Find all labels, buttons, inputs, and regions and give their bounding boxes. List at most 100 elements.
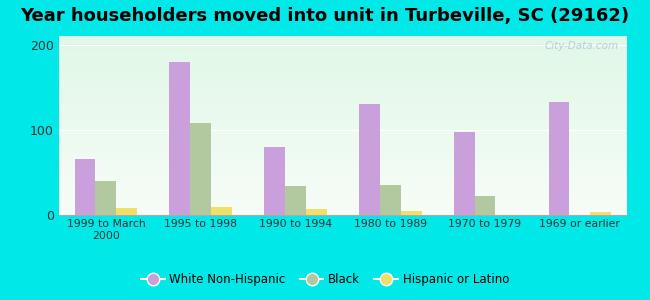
Bar [58,60,627,61]
Bar [58,160,627,161]
Bar [58,87,627,88]
Bar [58,171,627,172]
Bar [58,57,627,58]
Bar [58,121,627,122]
Bar [58,98,627,99]
Bar [58,106,627,107]
Bar [58,104,627,105]
Bar [58,206,627,207]
Bar [58,172,627,173]
Bar [58,52,627,53]
Bar [58,209,627,210]
Bar [58,122,627,123]
Bar [58,196,627,197]
Bar [58,65,627,66]
Bar [96,181,116,214]
Bar [58,95,627,96]
Bar [58,40,627,41]
Bar [58,96,627,97]
Bar [58,76,627,77]
Bar [58,64,627,65]
Bar [58,61,627,62]
Bar [58,186,627,187]
Bar [58,177,627,178]
Bar [58,180,627,181]
Bar [58,151,627,152]
Bar [58,132,627,133]
Bar [58,120,627,121]
Bar [58,184,627,185]
Bar [58,152,627,153]
Bar [58,133,627,134]
Bar [58,157,627,158]
Bar [58,97,627,98]
Bar [58,191,627,192]
Bar [58,179,627,180]
Bar [58,182,627,183]
Bar [58,212,627,213]
Bar [58,75,627,76]
Bar [58,77,627,78]
Bar [58,173,627,174]
Bar [58,197,627,198]
Bar [58,146,627,147]
Bar [58,175,627,176]
Bar [58,54,627,55]
Bar [549,102,569,214]
Bar [58,51,627,52]
Bar [58,118,627,119]
Bar [58,42,627,43]
Bar [58,108,627,109]
Bar [58,204,627,205]
Bar [58,129,627,130]
Bar [58,113,627,114]
Bar [58,150,627,151]
Bar [58,55,627,56]
Bar [58,193,627,194]
Bar [264,146,285,214]
Bar [58,47,627,48]
Bar [58,62,627,63]
Bar [359,104,380,214]
Bar [58,83,627,84]
Bar [58,36,627,37]
Bar [58,39,627,40]
Bar [58,49,627,50]
Bar [58,176,627,177]
Bar [400,211,422,214]
Bar [58,185,627,186]
Bar [58,149,627,150]
Bar [75,159,96,214]
Bar [58,211,627,212]
Bar [58,205,627,206]
Bar [190,123,211,214]
Bar [58,110,627,111]
Bar [58,89,627,90]
Bar [58,213,627,214]
Text: City-Data.com: City-Data.com [545,41,619,51]
Bar [306,209,327,214]
Bar [58,178,627,179]
Bar [58,93,627,94]
Bar [58,138,627,139]
Bar [58,117,627,118]
Bar [58,105,627,106]
Bar [58,167,627,168]
Bar [58,58,627,59]
Bar [58,88,627,89]
Bar [58,187,627,188]
Bar [58,127,627,128]
Bar [58,112,627,113]
Bar [58,202,627,203]
Bar [58,181,627,182]
Bar [58,142,627,143]
Bar [474,196,495,214]
Bar [58,69,627,70]
Bar [380,185,400,214]
Bar [454,132,474,214]
Bar [58,201,627,202]
Bar [58,199,627,200]
Bar [58,81,627,82]
Bar [58,53,627,54]
Bar [58,82,627,83]
